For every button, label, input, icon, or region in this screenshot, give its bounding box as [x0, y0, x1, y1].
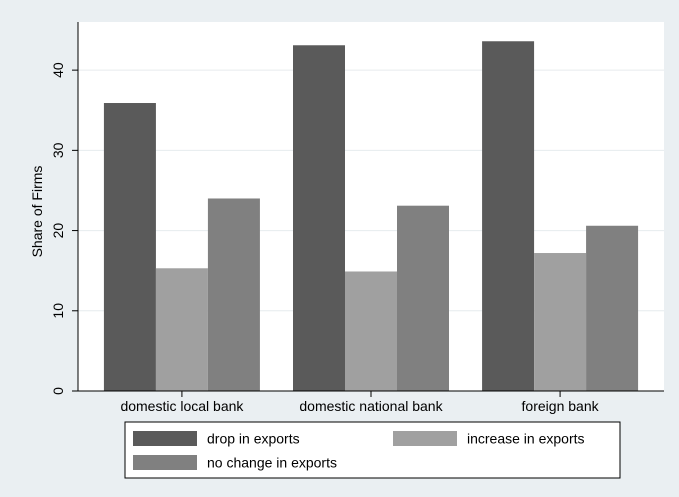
y-tick-label: 20 — [50, 223, 66, 239]
y-tick-label: 10 — [50, 303, 66, 319]
bar-increase-in-exports-1 — [345, 271, 397, 391]
bar-no-change-in-exports-1 — [397, 205, 449, 391]
bar-drop-in-exports-2 — [482, 41, 535, 392]
bar-increase-in-exports-2 — [534, 253, 587, 391]
legend-swatch-no-change-in-exports — [133, 455, 197, 470]
y-axis-ticks: 0 10 20 30 40 — [50, 62, 78, 395]
x-category-label: foreign bank — [522, 398, 600, 414]
y-tick-label: 40 — [50, 62, 66, 78]
legend-label: no change in exports — [207, 455, 337, 471]
legend: drop in exports increase in exports no cha… — [124, 421, 621, 479]
bar-drop-in-exports-0 — [103, 103, 156, 391]
legend-swatch-drop-in-exports — [133, 431, 197, 446]
bar-no-change-in-exports-2 — [586, 225, 639, 391]
y-tick-label: 30 — [50, 142, 66, 158]
x-category-label: domestic local bank — [120, 398, 244, 414]
bar-no-change-in-exports-0 — [207, 198, 260, 391]
bars — [103, 41, 639, 392]
x-axis-categories: domestic local bank domestic national ban… — [120, 391, 600, 414]
y-axis-title: Share of Firms — [29, 166, 45, 258]
legend-label: increase in exports — [467, 431, 585, 447]
y-tick-label: 0 — [50, 387, 66, 395]
bar-drop-in-exports-1 — [293, 45, 345, 392]
bar-increase-in-exports-0 — [155, 268, 208, 391]
legend-label: drop in exports — [207, 431, 300, 447]
legend-swatch-increase-in-exports — [393, 431, 457, 446]
legend-box — [124, 421, 621, 479]
x-category-label: domestic national bank — [299, 398, 443, 414]
